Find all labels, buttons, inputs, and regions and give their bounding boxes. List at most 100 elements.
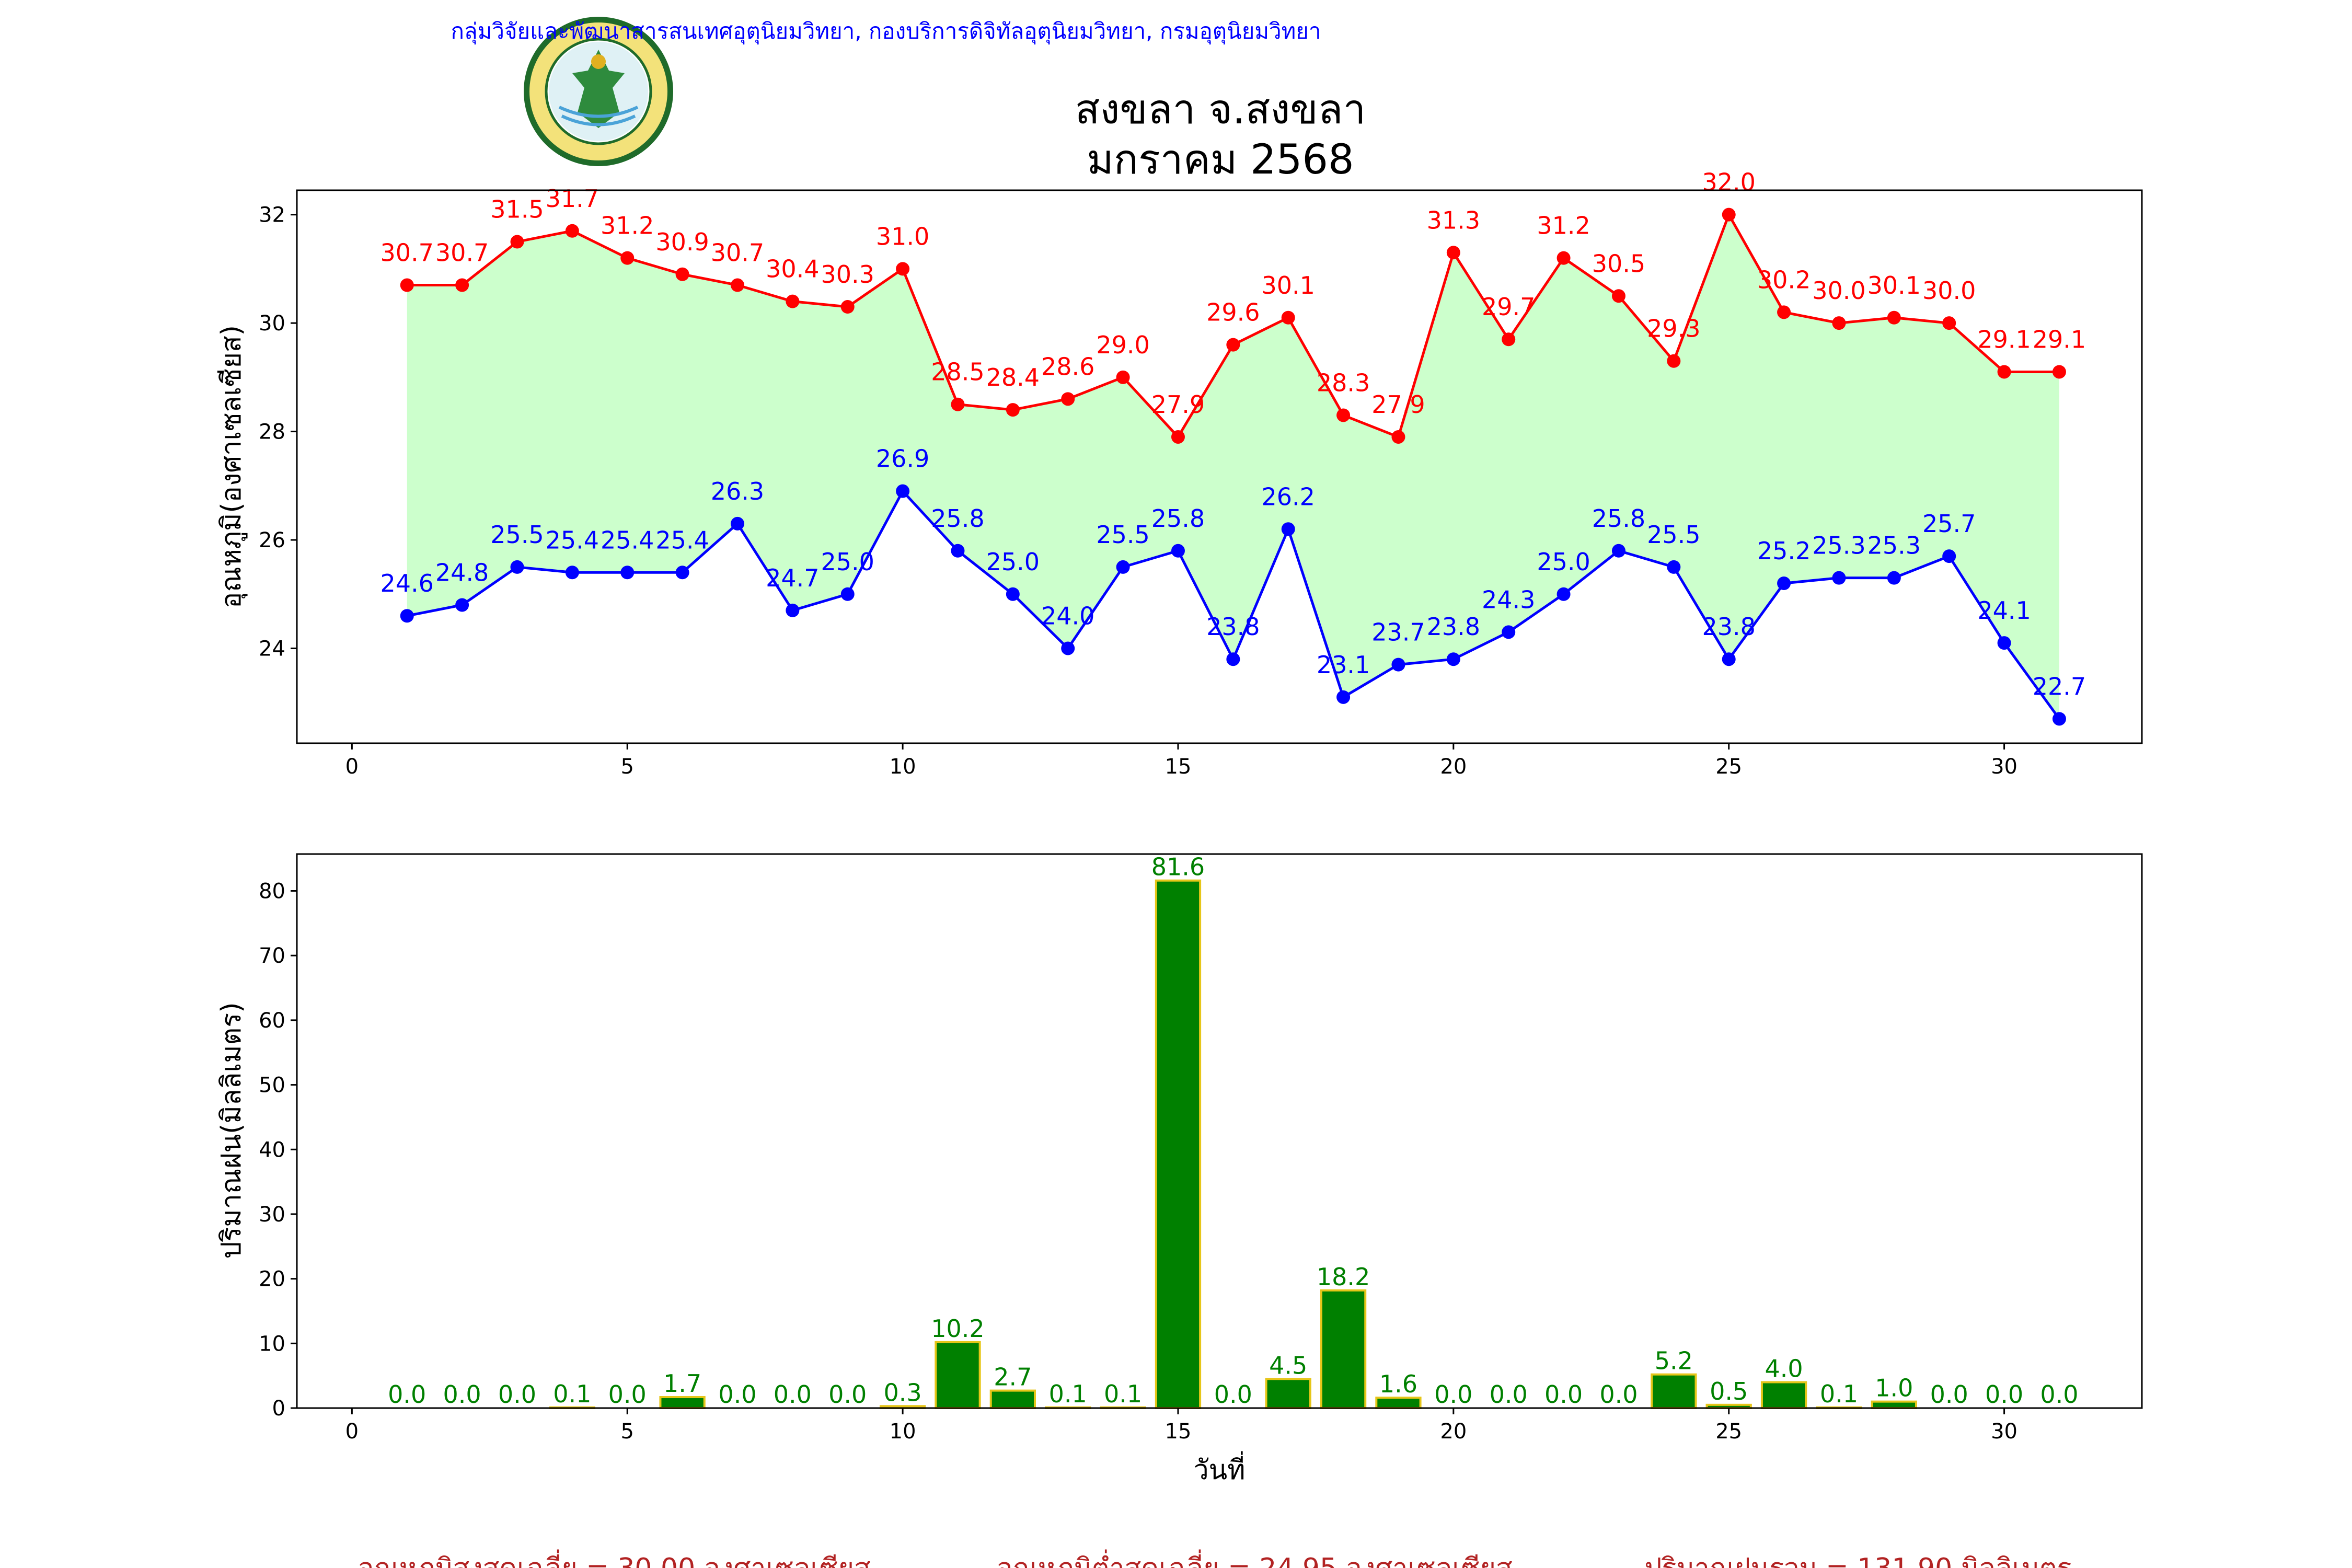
x-tick-label: 0 xyxy=(345,755,359,779)
max-temperature-label: 30.1 xyxy=(1262,271,1315,299)
max-temperature-label: 28.6 xyxy=(1041,352,1094,381)
rainfall-bar-label: 0.0 xyxy=(1930,1380,1968,1409)
x-tick-label: 15 xyxy=(1165,755,1192,779)
max-temperature-label: 30.7 xyxy=(381,239,434,267)
min-temperature-point xyxy=(840,587,855,601)
temperature-range-fill xyxy=(407,214,2059,719)
min-temperature-label: 23.1 xyxy=(1317,651,1370,679)
x-tick-label: 15 xyxy=(1165,1420,1192,1444)
rainfall-y-axis-label: ปริมาณฝน(มิลลิเมตร) xyxy=(216,1002,247,1259)
rainfall-bar-label: 0.0 xyxy=(1434,1380,1472,1409)
rainfall-bar-label: 0.1 xyxy=(553,1380,591,1408)
max-temperature-label: 28.3 xyxy=(1317,368,1370,397)
x-tick-label: 5 xyxy=(621,755,634,779)
min-temperature-label: 26.2 xyxy=(1262,482,1315,511)
max-temperature-point xyxy=(455,278,469,292)
max-temperature-point xyxy=(1502,332,1516,347)
min-temperature-label: 24.6 xyxy=(381,569,434,597)
x-tick-label: 25 xyxy=(1715,1420,1742,1444)
max-temperature-label: 27.9 xyxy=(1371,390,1425,419)
min-temperature-point xyxy=(1171,544,1185,558)
max-temperature-point xyxy=(620,251,635,265)
max-temperature-label: 31.2 xyxy=(1537,212,1590,240)
min-temperature-point xyxy=(1722,652,1736,666)
meteorological-department-logo xyxy=(524,17,673,166)
rainfall-bar xyxy=(1760,1381,1807,1410)
rainfall-plot-frame xyxy=(296,853,2143,1409)
max-temperature-point xyxy=(1006,403,1020,417)
min-temperature-point xyxy=(1336,690,1351,704)
max-temperature-label: 30.9 xyxy=(655,228,709,256)
max-temperature-point xyxy=(510,235,524,249)
rainfall-y-ticks: 0 10 20 30 40 50 60 70 80 xyxy=(259,880,297,1421)
max-temperature-point xyxy=(2052,365,2066,379)
y-tick-label: 26 xyxy=(259,528,285,552)
max-temperature-point xyxy=(1226,338,1240,352)
x-tick-label: 5 xyxy=(621,1420,634,1444)
rainfall-bar-label: 0.0 xyxy=(1214,1380,1252,1409)
min-temperature-point xyxy=(1502,625,1516,639)
max-temperature-point xyxy=(1061,392,1075,406)
min-temperature-label: 25.4 xyxy=(601,526,654,554)
min-temperature-point xyxy=(1887,571,1901,585)
max-temperature-point xyxy=(1942,316,1956,330)
min-temperature-point xyxy=(1006,587,1020,601)
max-temperature-point xyxy=(675,267,689,281)
min-temperature-label: 23.7 xyxy=(1371,618,1425,647)
max-temperature-point xyxy=(1887,310,1901,325)
max-temperature-label: 29.0 xyxy=(1096,331,1149,359)
min-temperature-label: 25.0 xyxy=(986,548,1040,576)
average-min-temperature: อุณหภูมิต่ำสุดเฉลี่ย = 24.95 องศาเซลเซีย… xyxy=(996,1549,1512,1568)
rainfall-bar-label: 4.5 xyxy=(1269,1351,1307,1379)
max-temperature-point xyxy=(951,397,965,411)
min-temperature-point xyxy=(400,609,414,623)
rainfall-bar-label: 0.0 xyxy=(1599,1380,1638,1409)
y-tick-label: 28 xyxy=(259,420,285,444)
min-temperature-point xyxy=(1116,560,1130,574)
y-tick-label: 32 xyxy=(259,203,285,227)
min-temperature-label: 24.7 xyxy=(766,564,819,592)
max-temperature-label: 30.7 xyxy=(711,239,764,267)
temperature-y-ticks: 24 26 28 30 32 xyxy=(259,203,297,661)
max-temperature-point xyxy=(1171,430,1185,444)
max-temperature-label: 30.0 xyxy=(1812,276,1865,305)
max-temperature-label: 30.7 xyxy=(435,239,489,267)
rainfall-bar-label: 0.0 xyxy=(388,1380,426,1409)
rainfall-bar xyxy=(1651,1373,1697,1409)
rainfall-bar-label: 81.6 xyxy=(1151,853,1205,881)
min-temperature-label: 24.3 xyxy=(1482,585,1535,614)
min-temperature-label: 25.8 xyxy=(1151,504,1205,533)
y-tick-label: 24 xyxy=(259,637,285,661)
min-temperature-point xyxy=(1391,658,1405,672)
min-temperature-point xyxy=(510,560,524,574)
max-temperature-label: 29.3 xyxy=(1647,315,1700,343)
rainfall-bar-label: 1.0 xyxy=(1875,1374,1913,1402)
max-temperature-label: 30.1 xyxy=(1867,271,1921,299)
rainfall-bar-label: 0.1 xyxy=(1104,1380,1142,1408)
rainfall-bar-label: 0.5 xyxy=(1710,1377,1748,1405)
min-temperature-label: 25.8 xyxy=(931,504,984,533)
rainfall-bar-label: 0.0 xyxy=(774,1380,812,1409)
rainfall-bar xyxy=(989,1389,1036,1410)
max-temperature-label: 31.3 xyxy=(1427,206,1480,234)
max-temperature-point xyxy=(1777,305,1791,319)
min-temperature-label: 25.3 xyxy=(1812,532,1865,560)
total-rainfall: ปริมาณฝนรวม = 131.90 มิลลิเมตร xyxy=(1645,1553,2072,1568)
chart-subtitle: มกราคม 2568 xyxy=(1087,136,1354,183)
y-tick-label: 30 xyxy=(259,1203,285,1227)
y-tick-label: 0 xyxy=(272,1397,285,1421)
min-temperature-label: 24.8 xyxy=(435,559,489,587)
rainfall-bar-label: 0.0 xyxy=(608,1380,647,1409)
y-tick-label: 70 xyxy=(259,944,285,968)
max-temperature-point xyxy=(1281,310,1295,325)
x-tick-label: 0 xyxy=(345,1420,359,1444)
min-temperature-label: 26.9 xyxy=(876,445,929,473)
min-temperature-label: 24.1 xyxy=(1977,596,2031,625)
rainfall-data-labels: 0.0 0.0 0.0 0.1 0.0 1.7 0.0 0.0 0.0 0.3 10.2 2.7 0.1… xyxy=(388,853,2078,1409)
chart-title: สงขลา จ.สงขลา xyxy=(1075,86,1366,133)
rainfall-bar xyxy=(935,1341,981,1409)
min-temperature-point xyxy=(1832,571,1846,585)
min-temperature-label: 25.4 xyxy=(655,526,709,554)
max-temperature-point xyxy=(1667,354,1681,368)
max-temperature-label: 29.1 xyxy=(2033,325,2086,353)
